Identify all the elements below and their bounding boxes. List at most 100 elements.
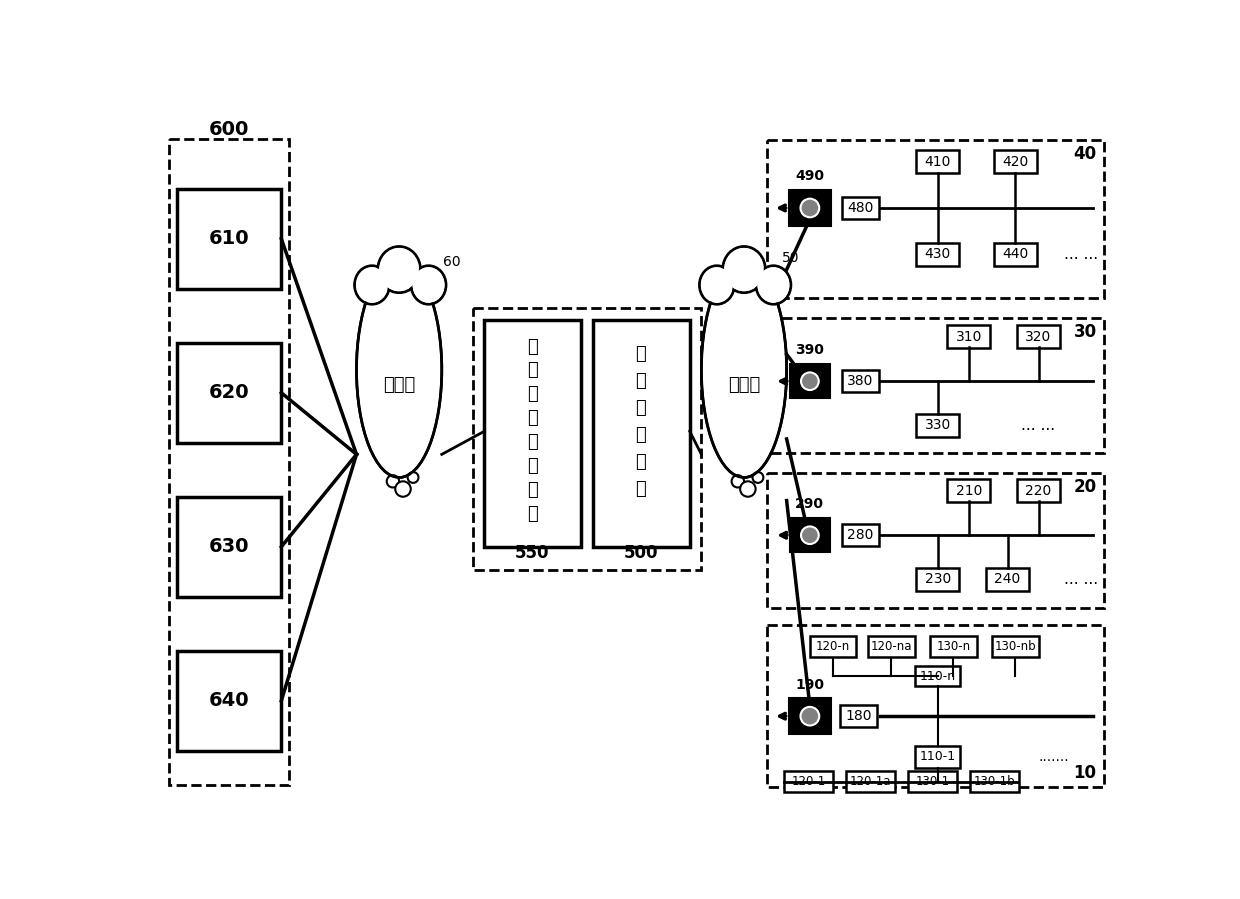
Text: 500: 500 (624, 544, 658, 562)
Bar (970, 771, 1019, 792)
Text: 110-n: 110-n (920, 670, 956, 682)
Bar (841, 706, 878, 727)
Bar (768, 318, 1105, 453)
Text: 60: 60 (443, 255, 460, 269)
Ellipse shape (758, 267, 790, 303)
Ellipse shape (412, 266, 446, 304)
Text: 统: 统 (527, 504, 538, 522)
Text: 20: 20 (1074, 477, 1096, 495)
Bar (768, 140, 1105, 298)
Bar (472, 308, 702, 570)
Text: ... ...: ... ... (1064, 246, 1099, 262)
Text: 130-nb: 130-nb (994, 640, 1037, 654)
Text: 胁: 胁 (527, 361, 538, 379)
Bar (768, 626, 1105, 787)
Bar (986, 567, 1029, 591)
Bar (842, 370, 879, 392)
Text: 营: 营 (636, 426, 646, 444)
Text: 报: 报 (527, 409, 538, 427)
Text: 50: 50 (781, 251, 800, 265)
Bar (994, 150, 1037, 174)
Ellipse shape (379, 248, 419, 291)
Circle shape (396, 481, 410, 497)
Bar (916, 150, 959, 174)
Text: 640: 640 (208, 691, 249, 710)
Bar (1017, 325, 1060, 348)
Ellipse shape (699, 266, 734, 304)
Text: 290: 290 (795, 497, 825, 512)
Bar (947, 479, 990, 503)
Text: 430: 430 (925, 247, 951, 262)
Text: 系: 系 (527, 481, 538, 499)
Text: 240: 240 (994, 572, 1021, 586)
Ellipse shape (413, 267, 444, 303)
Bar (790, 519, 830, 552)
Ellipse shape (702, 262, 786, 477)
Text: 安: 安 (636, 345, 646, 363)
Bar (916, 243, 959, 266)
Text: 490: 490 (795, 169, 825, 182)
Text: 30: 30 (1074, 323, 1096, 341)
Ellipse shape (703, 263, 785, 476)
Text: 310: 310 (956, 330, 982, 343)
Bar (789, 699, 831, 734)
Text: ... ...: ... ... (1022, 418, 1055, 432)
Text: 380: 380 (847, 374, 873, 388)
Text: 合: 合 (527, 457, 538, 475)
Bar (846, 771, 895, 792)
Bar (176, 497, 281, 597)
Bar (1017, 479, 1060, 503)
Ellipse shape (357, 262, 441, 477)
Text: 120-1: 120-1 (791, 775, 826, 788)
Text: 440: 440 (1002, 247, 1028, 262)
Text: 420: 420 (1002, 155, 1028, 169)
Text: 550: 550 (515, 544, 549, 562)
Text: 110-1: 110-1 (920, 751, 956, 763)
Bar (593, 320, 689, 547)
Text: 130-1b: 130-1b (973, 775, 1016, 788)
Text: 600: 600 (210, 120, 249, 139)
Bar (810, 636, 857, 657)
Text: 410: 410 (925, 155, 951, 169)
Bar (992, 636, 1039, 657)
Text: 610: 610 (208, 229, 249, 248)
Text: 内联网: 内联网 (728, 376, 760, 394)
Circle shape (408, 472, 419, 483)
Ellipse shape (756, 266, 791, 304)
Bar (485, 320, 582, 547)
Text: 中: 中 (636, 453, 646, 471)
Bar (176, 343, 281, 443)
Bar (916, 414, 959, 437)
Text: 220: 220 (1025, 484, 1052, 497)
Ellipse shape (724, 248, 764, 291)
Bar (994, 243, 1037, 266)
Bar (176, 651, 281, 751)
Text: 280: 280 (847, 529, 873, 542)
Text: 620: 620 (208, 383, 249, 402)
Text: 整: 整 (527, 433, 538, 451)
Text: 情: 情 (527, 386, 538, 404)
Circle shape (801, 199, 820, 218)
Text: ... ...: ... ... (1064, 572, 1099, 587)
Text: 320: 320 (1025, 330, 1052, 343)
Ellipse shape (701, 267, 733, 303)
Bar (169, 138, 289, 786)
Text: 运: 运 (636, 399, 646, 417)
Text: 120-1a: 120-1a (849, 775, 892, 788)
Circle shape (740, 481, 755, 497)
Circle shape (387, 476, 399, 487)
Text: .......: ....... (1039, 750, 1069, 764)
Text: 心: 心 (636, 480, 646, 498)
Circle shape (732, 476, 744, 487)
Bar (947, 325, 990, 348)
Text: 40: 40 (1074, 145, 1096, 163)
Circle shape (801, 707, 820, 725)
Bar (842, 524, 879, 546)
Text: 130-n: 130-n (936, 640, 971, 654)
Text: 10: 10 (1074, 764, 1096, 782)
Bar (930, 636, 977, 657)
Text: 互联网: 互联网 (383, 376, 415, 394)
Text: 威: 威 (527, 338, 538, 356)
Bar (915, 746, 960, 768)
Bar (842, 197, 879, 218)
